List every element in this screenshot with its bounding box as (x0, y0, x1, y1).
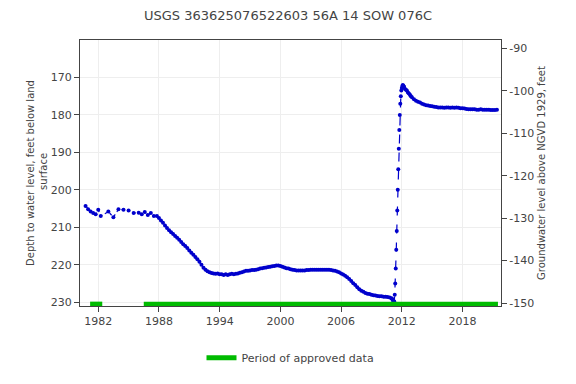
svg-text:2006: 2006 (327, 315, 355, 328)
svg-text:1988: 1988 (145, 315, 173, 328)
svg-text:170: 170 (51, 71, 72, 84)
svg-text:190: 190 (51, 146, 72, 159)
svg-text:Groundwater level above NGVD 1: Groundwater level above NGVD 1929, feet (536, 66, 547, 280)
svg-text:-120: -120 (509, 170, 534, 183)
svg-text:-110: -110 (509, 127, 534, 140)
svg-text:210: 210 (51, 221, 72, 234)
svg-text:2012: 2012 (388, 315, 416, 328)
svg-text:2000: 2000 (266, 315, 294, 328)
svg-text:1982: 1982 (84, 315, 112, 328)
svg-text:2018: 2018 (449, 315, 477, 328)
svg-text:-100: -100 (509, 85, 534, 98)
svg-text:-140: -140 (509, 254, 534, 267)
svg-text:180: 180 (51, 109, 72, 122)
svg-text:-150: -150 (509, 297, 534, 310)
svg-text:Period of approved data: Period of approved data (242, 352, 374, 365)
svg-text:1994: 1994 (206, 315, 234, 328)
svg-text:220: 220 (51, 259, 72, 272)
svg-text:200: 200 (51, 184, 72, 197)
svg-text:Depth to water level, feet bel: Depth to water level, feet below land su… (25, 80, 49, 266)
svg-text:-130: -130 (509, 212, 534, 225)
svg-text:USGS 363625076522603 56A 14 SO: USGS 363625076522603 56A 14 SOW 076C (144, 8, 432, 23)
svg-text:-90: -90 (509, 42, 527, 55)
svg-text:230: 230 (51, 296, 72, 309)
